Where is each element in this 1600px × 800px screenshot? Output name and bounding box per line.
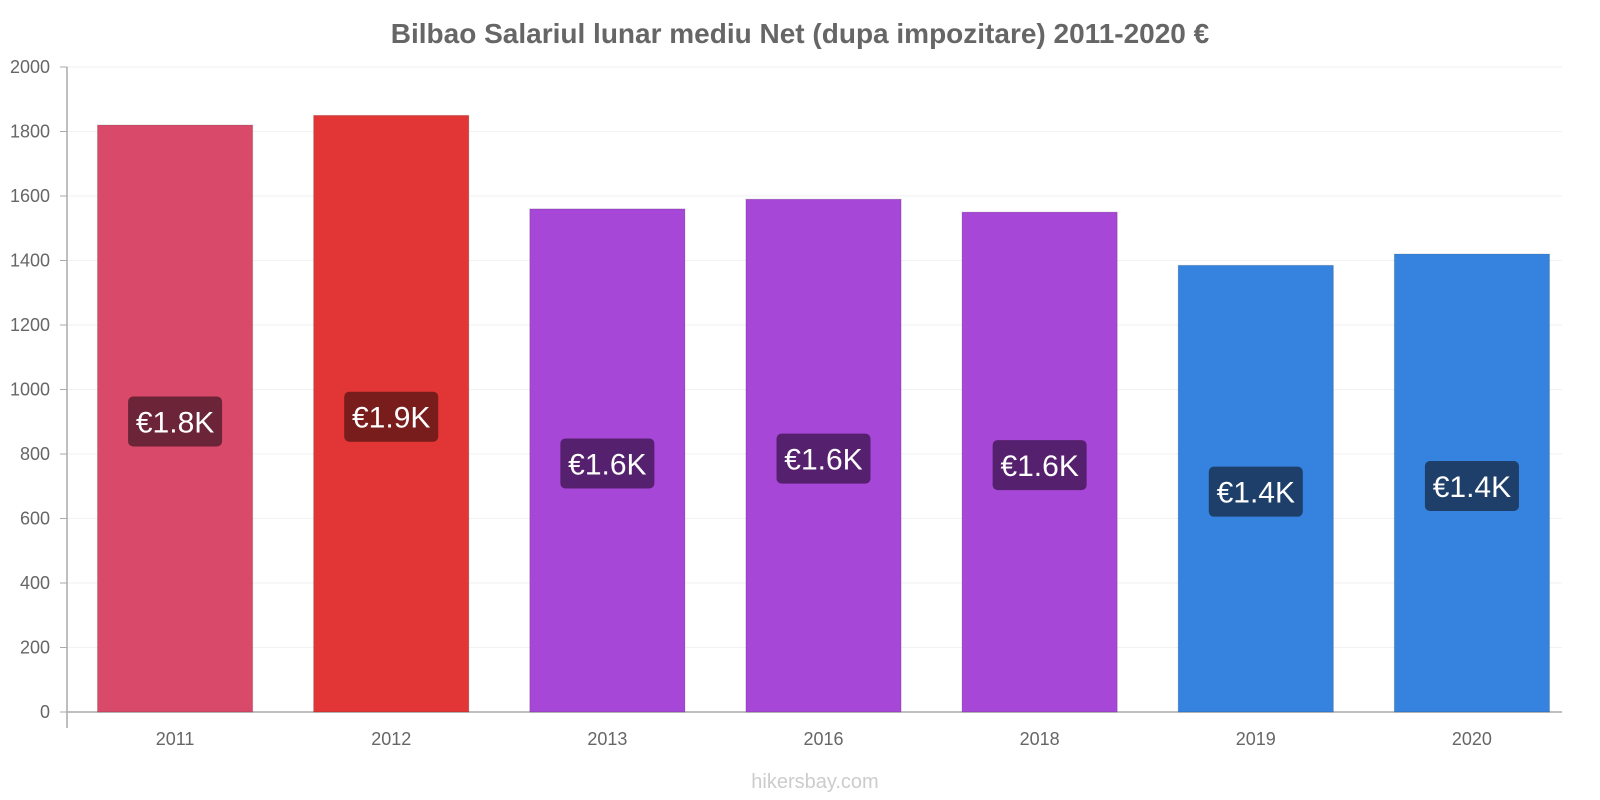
- x-tick-label: 2019: [1236, 729, 1276, 749]
- data-label-box: [1208, 466, 1303, 517]
- data-label-box: [344, 391, 439, 442]
- data-label-box: [128, 396, 223, 447]
- data-label: €1.9K: [352, 402, 430, 435]
- y-tick-label: 1000: [10, 380, 50, 400]
- y-tick-label: 1800: [10, 122, 50, 142]
- y-tick-label: 400: [20, 573, 50, 593]
- y-tick-label: 1200: [10, 315, 50, 335]
- x-tick-label: 2012: [371, 729, 411, 749]
- y-tick-label: 800: [20, 444, 50, 464]
- x-tick-label: 2020: [1452, 729, 1492, 749]
- y-tick-label: 1600: [10, 186, 50, 206]
- x-tick-label: 2018: [1020, 729, 1060, 749]
- y-tick-label: 0: [40, 702, 50, 722]
- y-tick-label: 600: [20, 509, 50, 529]
- chart-title: Bilbao Salariul lunar mediu Net (dupa im…: [391, 18, 1210, 49]
- y-tick-label: 200: [20, 638, 50, 658]
- data-label-box: [560, 438, 655, 489]
- data-label: €1.6K: [784, 444, 862, 477]
- y-tick-label: 2000: [10, 57, 50, 77]
- x-tick-label: 2011: [156, 729, 195, 749]
- data-label-box: [1424, 461, 1519, 512]
- data-label: €1.6K: [568, 448, 646, 481]
- data-label-box: [776, 433, 871, 484]
- data-label: €1.4K: [1217, 477, 1295, 510]
- data-label: €1.8K: [136, 407, 214, 440]
- x-tick-label: 2016: [803, 729, 843, 749]
- axes: 0 200 400 600 800 1000 1200 1400 1600 1800 2000 201…: [10, 57, 1562, 749]
- x-tick-label: 2013: [587, 729, 627, 749]
- data-label: €1.6K: [1000, 450, 1078, 483]
- data-labels: €1.8K €1.9K €1.6K €1.6K €1.6K €1.4K €1.4K: [128, 391, 1519, 517]
- y-tick-label: 1400: [10, 251, 50, 271]
- bars: [96, 114, 1551, 713]
- watermark-text: hikersbay.com: [751, 771, 878, 793]
- data-label-box: [992, 440, 1087, 491]
- data-label: €1.4K: [1433, 471, 1511, 504]
